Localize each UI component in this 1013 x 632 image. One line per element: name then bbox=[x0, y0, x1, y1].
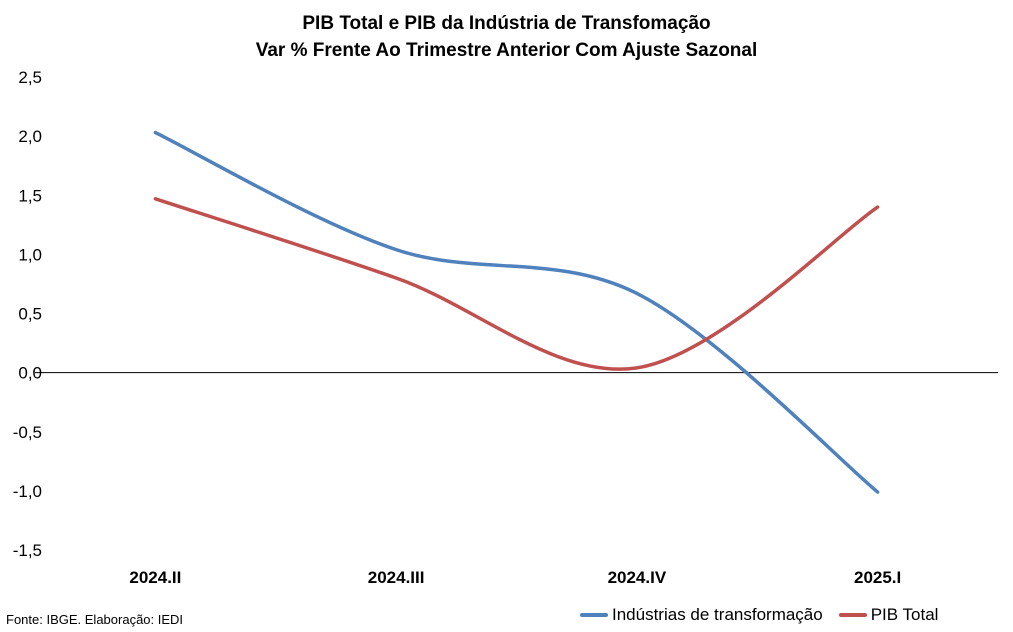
y-tick-label: -1,5 bbox=[13, 541, 42, 560]
chart-subtitle: Var % Frente Ao Trimestre Anterior Com A… bbox=[255, 40, 758, 61]
y-tick-label: -0,5 bbox=[13, 423, 42, 442]
legend-item-industria: Indústrias de transformação bbox=[580, 605, 823, 625]
chart-title: PIB Total e PIB da Indústria de Transfom… bbox=[302, 13, 711, 34]
y-tick-label: 2,0 bbox=[18, 127, 42, 146]
legend-swatch-pib bbox=[838, 613, 867, 617]
legend-label-pib: PIB Total bbox=[870, 605, 939, 624]
legend-item-pib: PIB Total bbox=[838, 605, 939, 625]
source-note: Fonte: IBGE. Elaboração: IEDI bbox=[6, 612, 184, 627]
x-axis: 2024.II 2024.III 2024.IV 2025.I bbox=[129, 568, 901, 587]
series-line-1 bbox=[153, 197, 880, 371]
series-line-0 bbox=[153, 130, 880, 494]
x-tick-label: 2025.I bbox=[854, 568, 901, 587]
legend-label-industria: Indústrias de transformação bbox=[612, 605, 823, 624]
legend-swatch-industria bbox=[580, 613, 608, 617]
x-tick-label: 2024.III bbox=[368, 568, 425, 587]
y-tick-label: 0,0 bbox=[18, 364, 42, 383]
series-layer bbox=[153, 130, 880, 494]
line-chart: 2,52,01,51,00,50,0-0,5-1,0-1,5 2024.II 20… bbox=[13, 68, 998, 587]
y-tick-label: 0,5 bbox=[18, 305, 42, 324]
y-tick-label: 1,5 bbox=[18, 186, 42, 205]
y-axis: 2,5 2,0 1,5 1,0 0,5 0,0 -0,5 -1,0 -1,5 bbox=[13, 68, 42, 560]
legend: Indústrias de transformação PIB Total bbox=[580, 604, 954, 626]
x-tick-label: 2024.II bbox=[129, 568, 181, 587]
y-tick-label: 2,5 bbox=[18, 68, 42, 87]
chart-title-block: PIB Total e PIB da Indústria de Transfom… bbox=[0, 10, 1013, 64]
y-tick-label: 1,0 bbox=[18, 245, 42, 264]
y-tick-label: -1,0 bbox=[13, 482, 42, 501]
x-tick-label: 2024.IV bbox=[608, 568, 667, 587]
